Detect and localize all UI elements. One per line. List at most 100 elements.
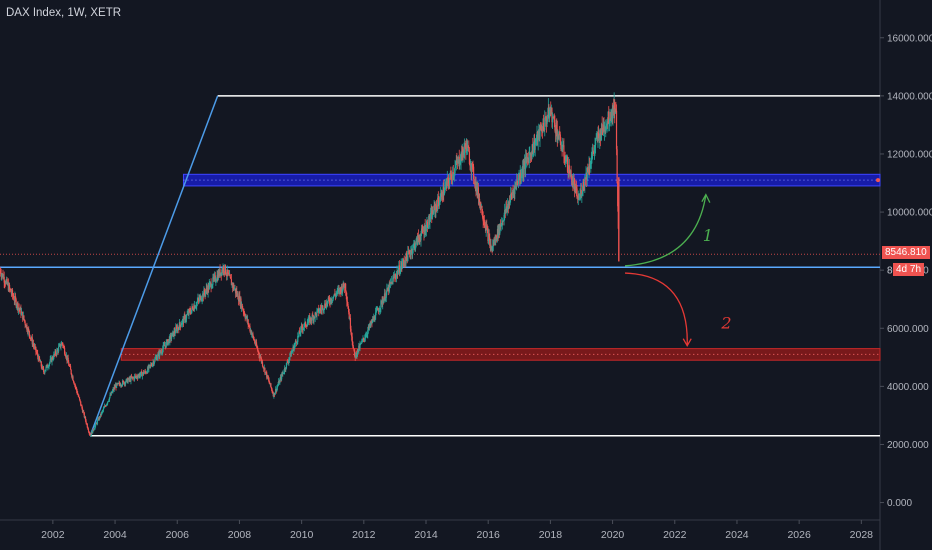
candle-body (33, 345, 35, 348)
candle-body (306, 326, 308, 327)
candle-body (186, 314, 188, 316)
candle-body (325, 302, 328, 308)
candle-body (93, 428, 96, 430)
candle-body (147, 367, 149, 374)
candle-body (312, 315, 314, 317)
candle-body (583, 182, 585, 187)
candle-body (535, 140, 537, 143)
candle-body (71, 373, 73, 377)
candle-body (12, 295, 14, 297)
candle-body (365, 334, 368, 336)
candle-body (298, 331, 301, 334)
x-tick-label: 2010 (290, 529, 314, 541)
candle-body (304, 321, 307, 327)
candle-body (46, 364, 48, 368)
candle-body (249, 326, 251, 332)
candle-body (179, 322, 181, 325)
candle-body (5, 280, 7, 284)
candle-body (137, 376, 139, 378)
candle-body (514, 184, 516, 195)
candle-body (503, 214, 505, 222)
candle-body (480, 202, 482, 209)
candle-body (35, 346, 37, 352)
candle-body (407, 250, 409, 262)
candle-body (520, 175, 523, 179)
candle-body (203, 289, 205, 298)
candle-body (20, 312, 23, 315)
candle-body (346, 296, 348, 302)
candle-body (399, 271, 401, 274)
candle-body (379, 310, 381, 311)
candle-body (332, 297, 334, 301)
candle-body (68, 362, 70, 366)
candle-body (478, 198, 481, 206)
candle-body (260, 357, 262, 362)
candle-body (264, 367, 266, 374)
candle-body (288, 357, 291, 360)
candle-body (144, 371, 146, 373)
candle-body (324, 303, 326, 307)
candle-body (197, 298, 200, 300)
candle-body (336, 289, 338, 293)
candle-body (318, 311, 320, 313)
candle-body (78, 396, 80, 398)
candle-body (571, 174, 573, 185)
candle-body (79, 399, 81, 402)
candle-body (47, 366, 50, 368)
candle-body (194, 306, 197, 309)
candle-body (119, 384, 121, 386)
candle-body (512, 192, 514, 194)
candle-body (323, 308, 325, 310)
candle-body (444, 184, 447, 187)
candle-body (578, 197, 580, 199)
candle-body (181, 320, 183, 324)
candle-body (80, 401, 82, 406)
candle-body (400, 266, 402, 272)
candle-body (362, 338, 365, 339)
candle-body (587, 168, 589, 172)
candle-body (617, 183, 619, 207)
candle-body (402, 260, 404, 264)
candle-body (327, 297, 329, 301)
candle-body (255, 342, 258, 347)
candle-body (464, 144, 466, 148)
candle-body (367, 330, 369, 335)
x-tick-label: 2024 (725, 529, 749, 541)
candle-body (258, 352, 260, 356)
candle-body (424, 225, 426, 234)
candle-body (52, 357, 54, 359)
candle-body (151, 363, 154, 367)
candle-body (69, 366, 72, 370)
candle-body (246, 316, 248, 321)
candle-body (107, 401, 109, 403)
candle-body (295, 341, 297, 343)
candle-body (102, 408, 105, 411)
candle-body (548, 110, 551, 119)
candle-body (565, 160, 567, 164)
candle-body (40, 361, 42, 367)
candle-body (417, 235, 420, 239)
bar-countdown-tag: 4d 7h (893, 263, 925, 277)
candle-body (366, 334, 368, 336)
candle-body (459, 162, 462, 165)
candle-body (257, 348, 259, 351)
candle-body (24, 321, 26, 325)
candle-body (270, 383, 272, 388)
candle-body (353, 348, 355, 351)
candle-body (446, 178, 448, 186)
candle-body (143, 372, 145, 375)
scenario-2-arrow (624, 272, 688, 346)
candle-body (156, 357, 158, 360)
candle-body (60, 345, 62, 348)
candle-body (604, 130, 606, 132)
candle-body (62, 343, 64, 346)
candle-body (314, 312, 316, 318)
candle-body (360, 343, 362, 345)
candle-body (17, 303, 19, 310)
candle-body (146, 372, 148, 374)
candle-body (310, 320, 313, 322)
candle-body (72, 380, 75, 383)
candle-body (517, 178, 520, 184)
candle-body (449, 172, 451, 179)
